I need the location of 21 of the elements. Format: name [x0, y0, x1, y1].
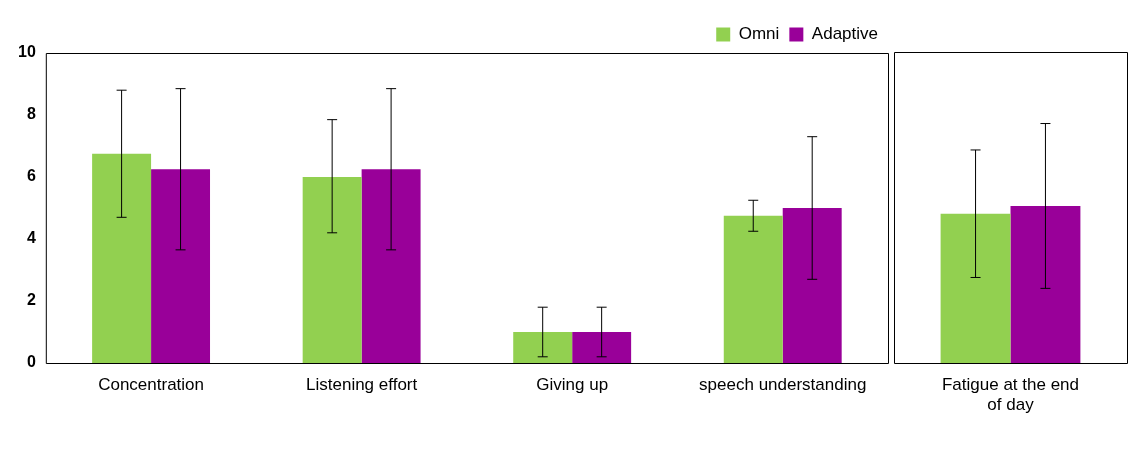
bar [723, 215, 783, 363]
bar [361, 169, 421, 363]
bar [151, 169, 211, 363]
y-tick-label: 0 [26, 353, 36, 371]
x-tick-label: Listening effort [306, 374, 418, 394]
y-tick-label: 6 [26, 167, 36, 185]
bar [782, 208, 842, 363]
bar [513, 332, 573, 363]
legend-label: Omni [738, 24, 780, 44]
bar [302, 177, 362, 363]
bar [92, 153, 152, 363]
y-tick-label: 2 [26, 291, 36, 309]
x-tick-label: Fatigue at the end of day [941, 374, 1080, 415]
y-tick-label: 10 [18, 43, 36, 61]
bar [572, 332, 632, 363]
legend-label: Adaptive [811, 24, 879, 44]
y-tick-label: 4 [26, 229, 36, 247]
x-tick-label: Giving up [536, 374, 609, 394]
x-tick-label: Concentration [98, 374, 204, 394]
y-tick-label: 8 [26, 105, 36, 123]
x-tick-label: speech understanding [699, 374, 867, 394]
